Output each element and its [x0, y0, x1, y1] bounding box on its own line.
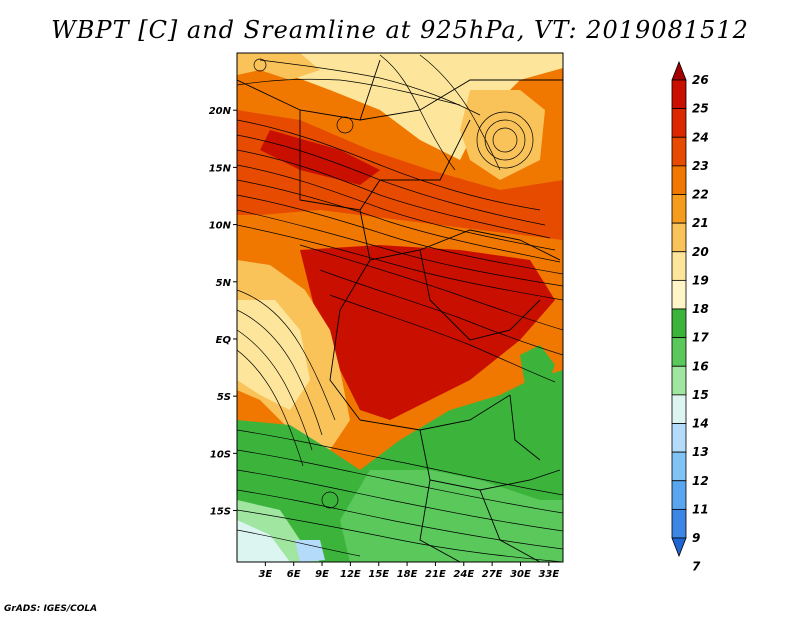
- colorbar-label: 9: [692, 531, 700, 545]
- colorbar-segment: [671, 508, 687, 539]
- lon-label: 21E: [425, 569, 446, 580]
- colorbar-label: 25: [692, 102, 709, 116]
- longitude-axis: 3E 6E 9E 12E 15E 18E 21E 24E 27E 30E 33E: [258, 562, 559, 580]
- colorbar-label: 20: [692, 245, 709, 259]
- southwest-cool: [295, 540, 325, 562]
- lon-label: 6E: [287, 569, 301, 580]
- colorbar-label: 13: [692, 445, 709, 459]
- lat-label: 20N: [209, 106, 232, 117]
- colorbar-label: 14: [692, 417, 709, 431]
- colorbar-label: 24: [692, 130, 709, 144]
- colorbar-segment: [671, 279, 687, 310]
- colorbar-label: 17: [692, 331, 709, 345]
- lat-label: 5N: [216, 278, 232, 289]
- latitude-axis: 20N 15N 10N 5N EQ 5S 10S 15S: [209, 106, 237, 518]
- southwest-pale: [237, 520, 290, 562]
- colorbar-segment: [671, 251, 687, 281]
- lon-label: 24E: [453, 569, 474, 580]
- colorbar-label: 15: [692, 388, 709, 402]
- northeast-vortex-region: [460, 90, 545, 180]
- lat-label: 10S: [210, 449, 231, 460]
- colorbar-label: 7: [692, 560, 701, 574]
- lat-label: 5S: [217, 392, 231, 403]
- colorbar-segment: [671, 136, 687, 167]
- western-coast-light: [237, 300, 310, 410]
- colorbar-label: 21: [692, 216, 709, 230]
- colorbar-label: 19: [692, 273, 709, 287]
- map-frame: [236, 52, 564, 563]
- northern-warm-belt: [237, 110, 563, 240]
- colorbar-segment: [671, 222, 687, 253]
- colorbar-label: 12: [692, 474, 709, 488]
- central-warm-core: [300, 245, 555, 420]
- map-title: WBPT [C] and Sreamline at 925hPa, VT: 20…: [51, 16, 749, 44]
- colorbar-label: 11: [692, 502, 709, 516]
- colorbar-label: 18: [692, 302, 709, 316]
- colorbar: 26 25 24 23 22 21 20 19 18 17 16 15 14 13 12 11 9 7: [671, 60, 709, 574]
- colorbar-segment: [671, 108, 687, 138]
- colorbar-segment: [671, 451, 687, 482]
- lon-label: 33E: [538, 569, 559, 580]
- lon-label: 12E: [340, 569, 361, 580]
- colorbar-segment: [671, 165, 687, 195]
- lon-label: 18E: [397, 569, 418, 580]
- colorbar-segment: [671, 423, 687, 453]
- colorbar-bottom-arrow: [671, 537, 687, 558]
- colorbar-segment: [671, 194, 687, 224]
- lat-label: 15N: [209, 163, 232, 174]
- colorbar-label: 16: [692, 359, 709, 373]
- colorbar-segment: [671, 365, 687, 396]
- colorbar-segment: [671, 308, 687, 339]
- footer-credit: GrADS: IGES/COLA: [4, 604, 98, 614]
- colorbar-segment: [671, 480, 687, 510]
- lon-label: 3E: [258, 569, 272, 580]
- colorbar-label: 23: [692, 159, 709, 173]
- colorbar-label: 26: [692, 73, 709, 87]
- colorbar-segment: [671, 79, 687, 110]
- lon-label: 9E: [315, 569, 329, 580]
- colorbar-segment: [671, 337, 687, 367]
- country-borders: [237, 59, 563, 562]
- colorbar-top-arrow: [671, 60, 687, 81]
- lon-label: 27E: [482, 569, 503, 580]
- temperature-field: [237, 53, 563, 562]
- streamlines: [237, 54, 563, 562]
- lat-label: 15S: [210, 507, 231, 518]
- lat-label: 10N: [209, 221, 232, 232]
- lat-label: EQ: [216, 335, 232, 346]
- lon-label: 15E: [368, 569, 389, 580]
- colorbar-segment: [671, 394, 687, 424]
- lon-label: 30E: [510, 569, 531, 580]
- colorbar-label: 22: [692, 188, 709, 202]
